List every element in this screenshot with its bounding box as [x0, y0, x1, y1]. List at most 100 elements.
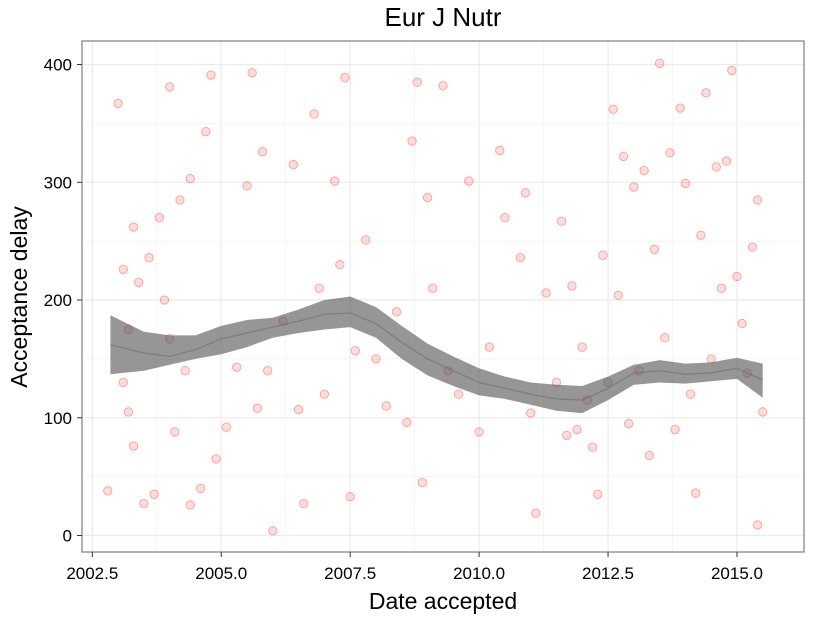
- data-point: [407, 136, 417, 146]
- data-point: [159, 295, 170, 305]
- data-point: [562, 430, 572, 441]
- data-point: [134, 277, 144, 288]
- data-point: [453, 389, 464, 399]
- data-point: [211, 454, 221, 464]
- data-point: [644, 450, 654, 461]
- data-point: [639, 165, 649, 176]
- x-tick-label: 2010.0: [453, 564, 505, 583]
- data-point: [350, 345, 361, 356]
- data-point: [629, 182, 639, 192]
- data-point: [139, 499, 149, 509]
- data-point: [716, 283, 727, 293]
- x-axis-title: Date accepted: [369, 588, 517, 614]
- x-tick-label: 2005.0: [195, 564, 247, 583]
- data-point: [412, 77, 422, 87]
- data-point: [752, 520, 763, 530]
- data-point: [242, 181, 252, 191]
- data-point: [520, 188, 531, 198]
- data-point: [706, 354, 716, 364]
- data-point: [680, 178, 691, 189]
- data-point: [299, 499, 309, 509]
- data-point: [531, 508, 541, 518]
- data-point: [128, 441, 139, 451]
- data-point: [665, 148, 675, 158]
- data-point: [309, 109, 319, 119]
- data-point: [484, 342, 495, 352]
- data-point: [201, 126, 211, 137]
- data-point: [335, 260, 345, 270]
- data-point: [123, 407, 134, 417]
- data-point: [149, 489, 159, 500]
- data-point: [660, 333, 670, 343]
- data-point: [525, 408, 536, 418]
- data-point: [721, 156, 732, 166]
- data-point: [319, 389, 330, 399]
- data-point: [221, 422, 232, 432]
- y-tick-label: 0: [63, 527, 72, 546]
- axes: 2002.5 2005.0 2007.5 2010.0 2012.5 2015.0 0 100…: [44, 56, 763, 583]
- data-point: [500, 212, 510, 223]
- data-point: [747, 242, 758, 252]
- x-tick-label: 2015.0: [711, 564, 763, 583]
- data-point: [427, 283, 438, 293]
- data-point: [128, 222, 139, 232]
- plot-panel: [82, 41, 804, 552]
- y-tick-label: 100: [44, 409, 72, 428]
- y-axis-title: Acceptance delay: [6, 206, 32, 388]
- x-tick-label: 2007.5: [324, 564, 376, 583]
- data-point: [758, 407, 768, 417]
- data-point: [180, 365, 190, 376]
- data-point: [567, 281, 577, 291]
- data-point: [330, 176, 340, 186]
- smooth-band-layer: [110, 296, 763, 414]
- smooth-fit-line: [110, 312, 763, 401]
- data-point: [175, 195, 185, 205]
- data-point: [252, 403, 263, 414]
- data-point: [675, 103, 685, 113]
- smooth-confidence-band: [110, 296, 763, 414]
- data-point: [262, 365, 273, 376]
- data-point: [170, 427, 180, 437]
- data-point: [732, 271, 742, 282]
- data-point: [206, 70, 216, 80]
- y-tick-label: 200: [44, 291, 72, 310]
- data-point: [691, 488, 701, 498]
- data-point: [118, 377, 128, 388]
- data-point: [154, 212, 165, 223]
- data-point: [618, 151, 629, 162]
- data-point: [118, 264, 128, 275]
- data-point: [654, 58, 665, 69]
- data-point: [288, 159, 299, 170]
- data-point: [515, 252, 526, 263]
- data-point: [232, 362, 242, 372]
- data-point: [314, 283, 324, 293]
- panel-border: [81, 40, 805, 553]
- data-point: [474, 427, 484, 437]
- data-point: [195, 483, 206, 494]
- data-point: [381, 401, 391, 411]
- y-tick-label: 400: [44, 56, 72, 75]
- data-point: [685, 389, 696, 399]
- data-point: [623, 418, 634, 429]
- y-tick-label: 300: [44, 173, 72, 192]
- data-point: [438, 81, 448, 91]
- data-point: [572, 424, 582, 435]
- data-point: [670, 424, 680, 435]
- data-point: [711, 162, 722, 172]
- data-point: [598, 250, 608, 260]
- data-point: [587, 442, 598, 452]
- data-point: [464, 176, 474, 186]
- data-point: [257, 146, 268, 157]
- data-point: [422, 192, 433, 203]
- data-point: [613, 290, 624, 301]
- x-tick-label: 2002.5: [66, 564, 118, 583]
- data-point: [340, 72, 350, 83]
- data-point: [541, 288, 551, 298]
- data-point: [371, 354, 381, 364]
- data-point: [556, 216, 567, 226]
- data-point: [608, 104, 618, 114]
- data-point: [345, 491, 355, 502]
- data-point: [144, 252, 154, 263]
- data-point: [185, 500, 196, 510]
